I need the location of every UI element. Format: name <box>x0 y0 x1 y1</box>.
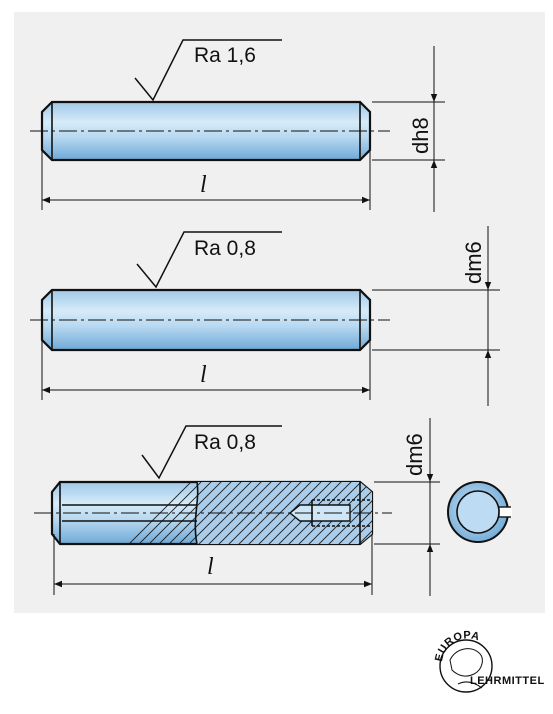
pin-1-roughness-label: Ra 1,6 <box>194 44 256 67</box>
pin-2-roughness-symbol <box>136 231 282 289</box>
europa-lehrmittel-logo: EUROPA LEHRMITTEL <box>433 629 545 693</box>
hatch-line <box>356 482 372 544</box>
logo-bottom-text: LEHRMITTEL <box>470 675 545 687</box>
pin-1-length-label: l <box>200 172 207 198</box>
pin-3-section-break <box>194 481 199 545</box>
pin-3-dia-label: dm6 <box>402 433 427 476</box>
pin-1-roughness-symbol <box>134 39 282 102</box>
pin-3-roughness-symbol <box>141 425 282 480</box>
pin-3-length-label: l <box>207 554 214 580</box>
hatch-line <box>166 482 234 544</box>
hatch-line <box>346 482 372 544</box>
pin-2: Ra 0,8 l dm6 <box>30 226 500 406</box>
pin-3-end-slot <box>500 507 512 517</box>
pin-3-roughness-label: Ra 0,8 <box>194 431 256 454</box>
pin-2-roughness-label: Ra 0,8 <box>194 237 256 260</box>
pin-3-end-inner <box>456 490 500 534</box>
pin-3: Ra 0,8 l dm6 <box>34 418 512 596</box>
pin-2-dia-label: dm6 <box>461 241 486 284</box>
pin-1: Ra 1,6 l dh8 <box>30 39 445 212</box>
pin-2-length-label: l <box>200 362 207 388</box>
logo-map-coast <box>457 681 483 689</box>
logo-map-outline <box>449 648 483 677</box>
hatch-line <box>136 482 204 544</box>
pin-1-dia-label: dh8 <box>408 117 433 154</box>
pin-3-end-view <box>447 481 512 543</box>
